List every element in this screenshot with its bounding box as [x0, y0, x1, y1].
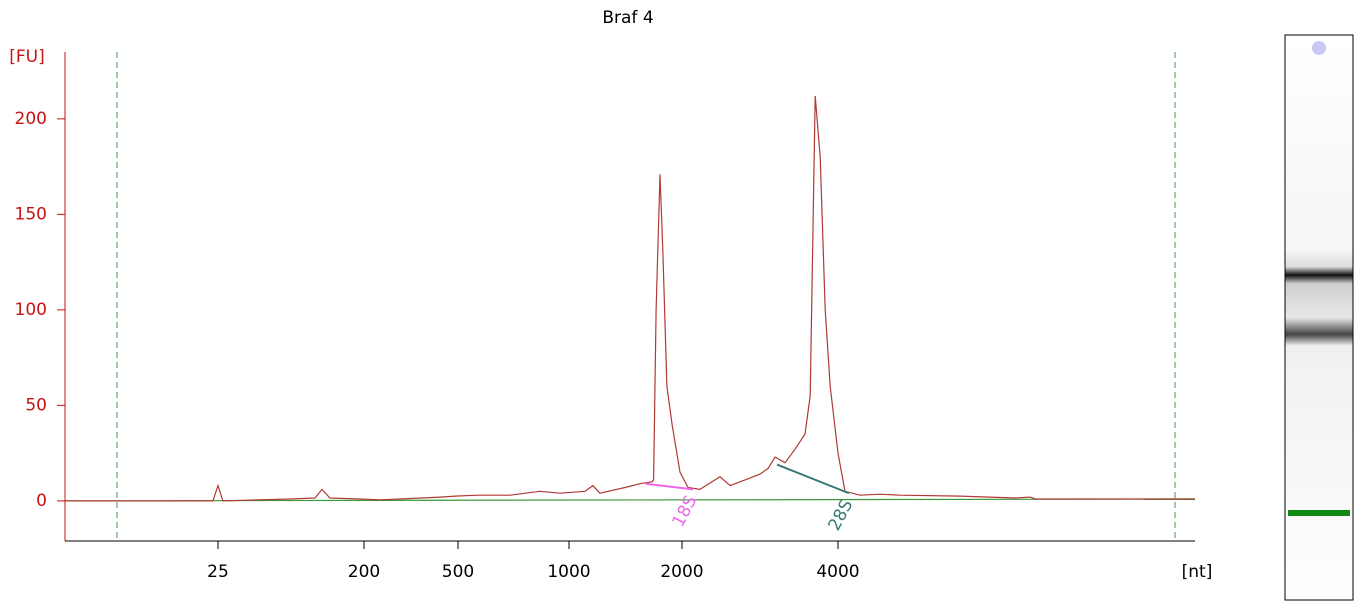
- y-tick-label: 0: [36, 491, 47, 511]
- x-axis-label: [nt]: [1182, 562, 1213, 582]
- x-tick-label: 1000: [547, 562, 590, 582]
- gel-frame: [1284, 34, 1354, 601]
- peak-baseline: [645, 482, 694, 491]
- y-tick-label: 100: [15, 300, 47, 320]
- x-tick-label: 500: [442, 562, 474, 582]
- y-tick-label: 200: [15, 109, 47, 129]
- gel-marker-band: [1288, 510, 1350, 516]
- y-tick-label: 150: [15, 204, 47, 224]
- peak-label: 28S: [825, 496, 858, 534]
- gel-lane: [1284, 34, 1354, 601]
- peak-label: 18S: [669, 492, 702, 530]
- gel-dot: [1312, 41, 1326, 55]
- y-tick-label: 50: [25, 395, 47, 415]
- trace: [65, 95, 1195, 502]
- x-tick-label: 4000: [816, 562, 859, 582]
- chart-title: Braf 4: [602, 8, 653, 28]
- x-tick-label: 2000: [660, 562, 703, 582]
- y-axis-label: [FU]: [9, 47, 45, 67]
- x-tick-label: 200: [348, 562, 380, 582]
- peak-baseline: [776, 463, 850, 495]
- x-tick-label: 25: [207, 562, 229, 582]
